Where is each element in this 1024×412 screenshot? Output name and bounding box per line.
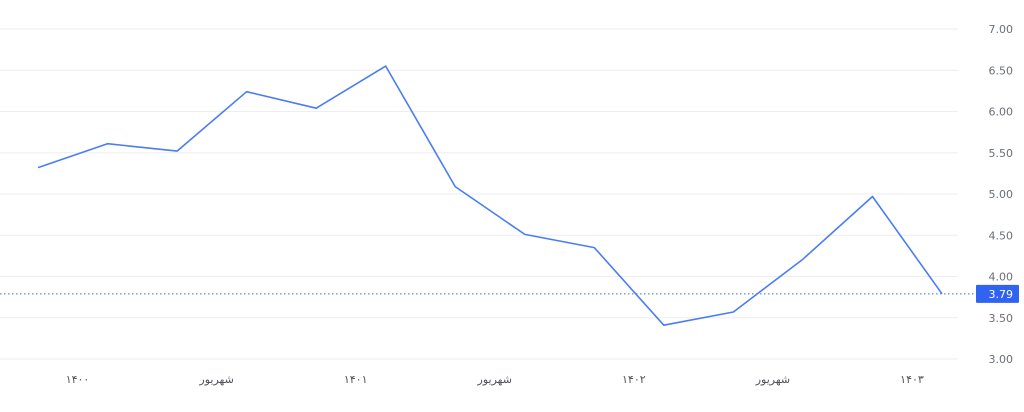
x-tick-label: ۱۴۰۰ bbox=[66, 373, 90, 386]
y-tick-label: 6.50 bbox=[989, 64, 1014, 77]
y-tick-label: 5.00 bbox=[989, 188, 1014, 201]
grid-layer bbox=[0, 28, 958, 360]
last-value-label: 3.79 bbox=[989, 288, 1014, 301]
y-tick-label: 7.00 bbox=[989, 23, 1014, 36]
y-tick-label: 5.50 bbox=[989, 147, 1014, 160]
x-tick-label: شهریور bbox=[755, 373, 790, 386]
y-tick-label: 4.50 bbox=[989, 229, 1014, 242]
series-line bbox=[37, 65, 943, 326]
x-axis-ticks: ۱۴۰۰ شهریور ۱۴۰۱ شهریور ۱۴۰۲ شهریور ۱۴۰۳ bbox=[66, 373, 924, 386]
x-tick-label: ۱۴۰۱ bbox=[344, 373, 368, 386]
data-points bbox=[38, 66, 942, 325]
x-tick-label: شهریور bbox=[477, 373, 512, 386]
y-tick-label: 3.50 bbox=[989, 312, 1014, 325]
y-tick-label: 4.00 bbox=[989, 271, 1014, 284]
x-tick-label: ۱۴۰۲ bbox=[622, 373, 646, 386]
y-axis-ticks: 7.00 6.50 6.00 5.50 5.00 4.50 4.00 3.50 3.00 bbox=[989, 23, 1014, 366]
last-value-badge: 3.79 bbox=[976, 284, 1019, 303]
last-value-badge-bg bbox=[976, 284, 1019, 303]
x-tick-label: شهریور bbox=[198, 373, 233, 386]
x-tick-label: ۱۴۰۳ bbox=[900, 373, 924, 386]
y-tick-label: 3.00 bbox=[989, 353, 1014, 366]
y-tick-label: 6.00 bbox=[989, 106, 1014, 119]
